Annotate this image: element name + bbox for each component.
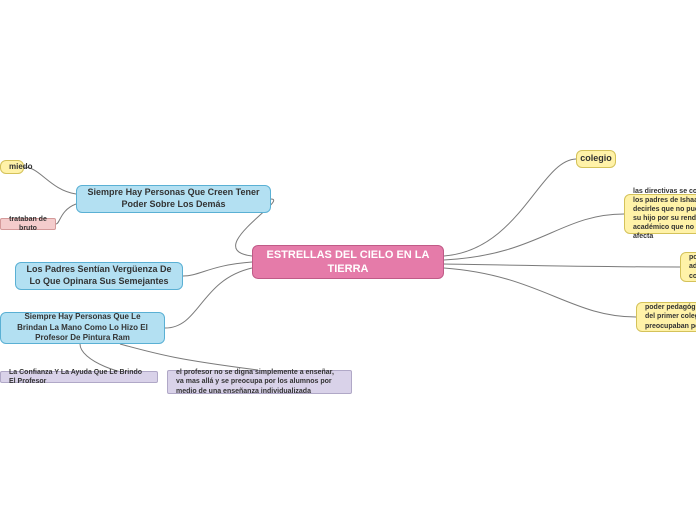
connector [444, 268, 636, 317]
node-siempre-mano[interactable]: Siempre Hay Personas Que Le Brindan La M… [0, 312, 165, 344]
node-miedo[interactable]: miedo [0, 160, 24, 174]
connector [120, 344, 258, 370]
node-bruto[interactable]: trataban de bruto [0, 218, 56, 230]
connector [183, 262, 252, 276]
node-colegio[interactable]: colegio [576, 150, 616, 168]
node-siempre-poder[interactable]: Siempre Hay Personas Que Creen Tener Pod… [76, 185, 271, 213]
connector [444, 159, 576, 256]
node-poder-sal[interactable]: poder salir adelante al colegio [680, 252, 696, 282]
connector [444, 264, 680, 267]
node-padres[interactable]: Los Padres Sentían Vergüenza De Lo Que O… [15, 262, 183, 290]
node-confianza[interactable]: La Confianza Y La Ayuda Que Le Brindo El… [0, 371, 158, 383]
node-directivas[interactable]: las directivas se comunican con los padr… [624, 194, 696, 234]
node-poder-ped[interactable]: poder pedagógico los profesores del prim… [636, 302, 696, 332]
node-profesor-digna[interactable]: el profesor no se digna simplemente a en… [167, 370, 352, 394]
connector [56, 204, 76, 224]
center-node[interactable]: ESTRELLAS DEL CIELO EN LA TIERRA [252, 245, 444, 279]
connector [444, 214, 624, 260]
